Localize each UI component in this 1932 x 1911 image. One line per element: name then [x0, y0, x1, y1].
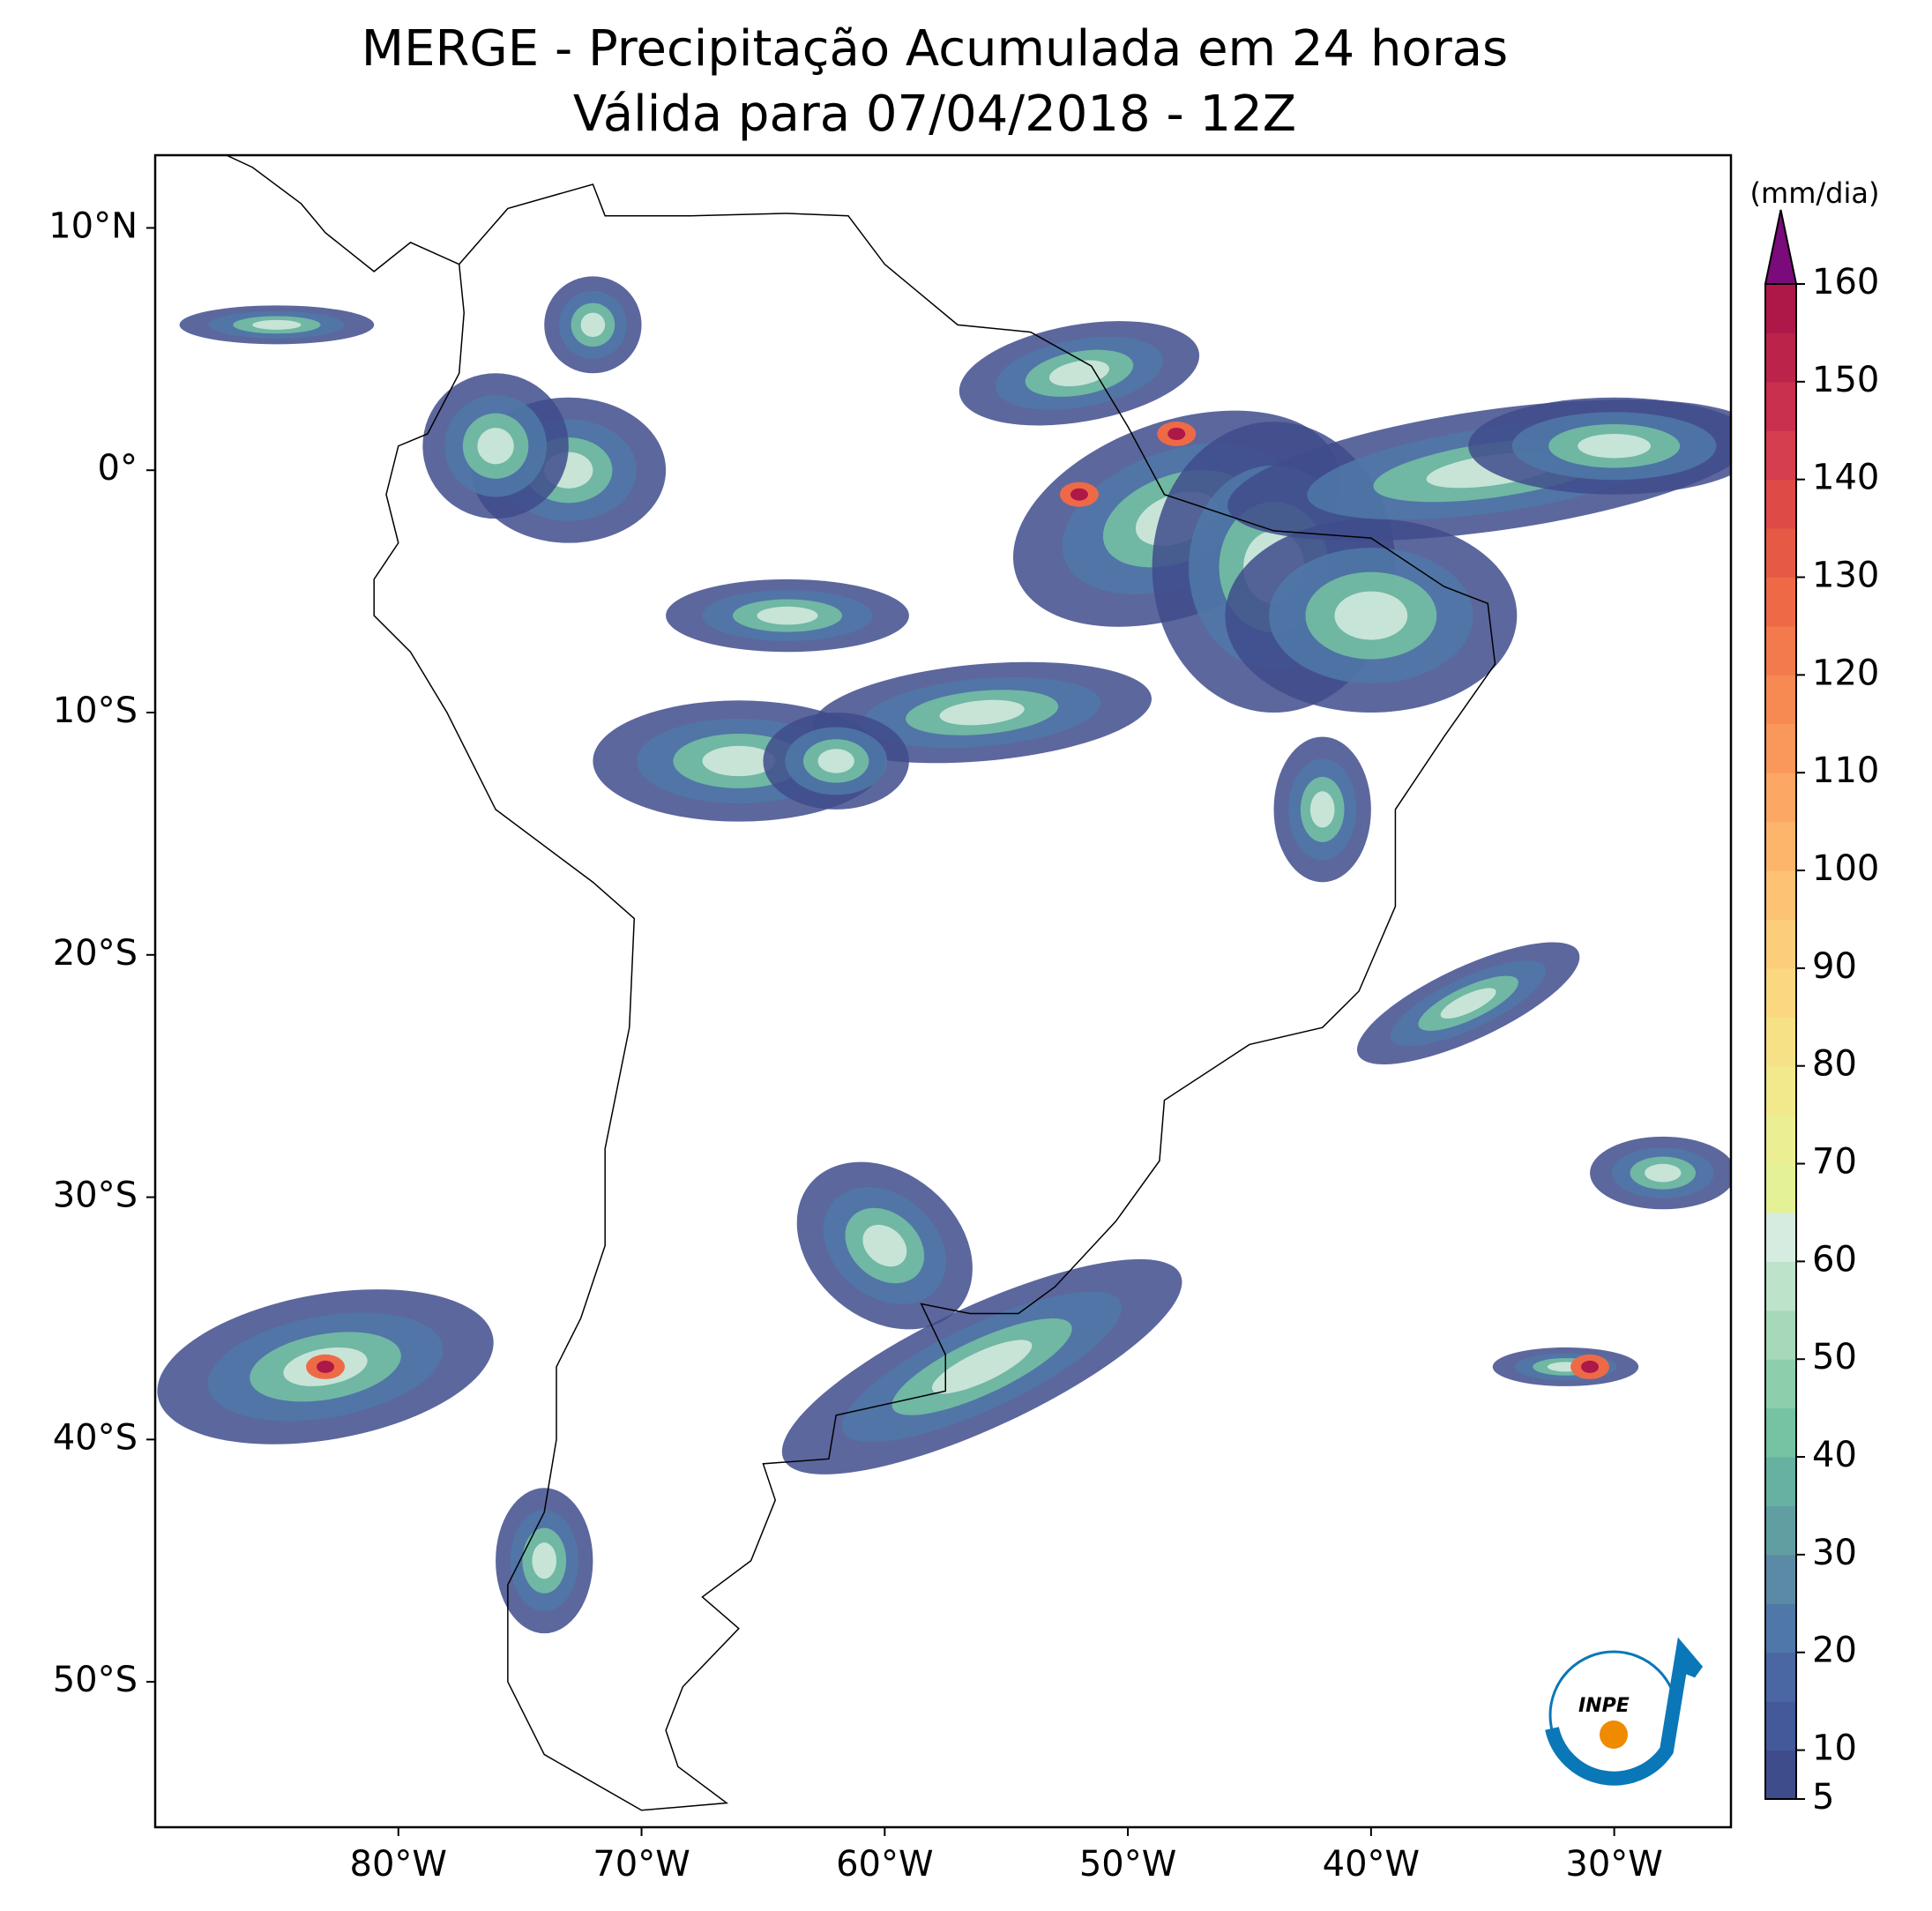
colorbar-band [1765, 1163, 1796, 1213]
colorbar-tick-label: 70 [1812, 1142, 1857, 1183]
colorbar-band [1765, 773, 1796, 823]
map-layer [157, 155, 1731, 1811]
colorbar-band [1765, 577, 1796, 627]
colorbar-tick-label: 80 [1812, 1044, 1857, 1085]
colorbar-band [1765, 675, 1796, 725]
colorbar-band [1765, 1457, 1796, 1506]
colorbar: 5 10 20 30 40 50 60 70 80 90 100 110 120 130 140 150 160 [1764, 209, 1879, 1818]
colorbar-band [1765, 1750, 1796, 1800]
x-tick-label: 50°W [1079, 1844, 1176, 1885]
precip-area [477, 428, 514, 465]
coastline [224, 155, 460, 272]
colorbar-band [1765, 1652, 1796, 1702]
colorbar-band [1765, 430, 1796, 481]
precip-area [862, 1224, 907, 1267]
colorbar-band [1765, 381, 1796, 431]
map-frame [153, 153, 1733, 1829]
colorbar-band [1765, 919, 1796, 969]
precip-area [817, 749, 854, 773]
precip-area [757, 606, 818, 625]
colorbar-tick-label: 20 [1812, 1631, 1857, 1671]
x-tick-label: 60°W [836, 1844, 933, 1885]
y-tick-label: 50°S [53, 1660, 138, 1700]
colorbar-band [1765, 1407, 1796, 1458]
colorbar-band [1765, 479, 1796, 529]
coastline [373, 183, 1496, 1811]
x-tick-label: 80°W [350, 1844, 447, 1885]
colorbar-band [1765, 332, 1796, 383]
y-tick-label: 0° [98, 448, 138, 489]
precip-area [1440, 988, 1496, 1019]
subtitle: Válida para 07/04/2018 - 12Z [573, 86, 1296, 143]
precip-area [532, 1542, 557, 1579]
precip-area [1645, 1163, 1682, 1183]
colorbar-extend [1764, 209, 1798, 285]
colorbar-tick-label: 10 [1812, 1728, 1857, 1769]
colorbar-band [1765, 1505, 1796, 1556]
y-tick-label: 40°S [53, 1417, 138, 1458]
colorbar-tick-label: 60 [1812, 1239, 1857, 1280]
precip-area [931, 1340, 1033, 1394]
colorbar-band [1765, 1261, 1796, 1311]
precip-core [1581, 1360, 1600, 1373]
colorbar-tick-label: 30 [1812, 1533, 1857, 1573]
logo: INPE [1545, 1637, 1704, 1786]
colorbar-band [1765, 284, 1796, 333]
colorbar-frame [1764, 283, 1797, 1800]
colorbar-band [1765, 1065, 1796, 1116]
colorbar-tick-label: 5 [1812, 1777, 1834, 1818]
y-tick-label: 30°S [53, 1176, 138, 1216]
colorbar-tick-label: 150 [1812, 360, 1879, 400]
precip-core [317, 1360, 335, 1373]
colorbar-tick-label: 50 [1812, 1337, 1857, 1377]
precip-area [1048, 360, 1109, 387]
precip-area [702, 745, 776, 777]
precip-area [1334, 591, 1408, 640]
precip-area [1578, 434, 1651, 459]
colorbar-band [1765, 1554, 1796, 1604]
precip-area [252, 319, 302, 330]
colorbar-tick-label: 130 [1812, 556, 1879, 596]
colorbar-band [1765, 1115, 1796, 1165]
logo-dot [1600, 1721, 1628, 1749]
x-tick-label: 30°W [1565, 1844, 1662, 1885]
y-tick-label: 10°S [53, 690, 138, 731]
x-tick-label: 70°W [593, 1844, 690, 1885]
colorbar-band [1765, 625, 1796, 676]
colorbar-band [1765, 1310, 1796, 1360]
logo-text: INPE [1578, 1695, 1630, 1717]
colorbar-band [1765, 870, 1796, 920]
title: MERGE - Precipitação Acumulada em 24 hor… [362, 20, 1508, 78]
precip-area [580, 312, 606, 338]
precip-core [1070, 488, 1088, 501]
y-tick-label: 20°S [53, 933, 138, 974]
precip-area [939, 699, 1025, 726]
colorbar-tick-label: 110 [1812, 750, 1879, 791]
colorbar-band [1765, 723, 1796, 773]
colorbar-band [1765, 528, 1796, 579]
colorbar-tick-label: 40 [1812, 1435, 1857, 1475]
colorbar-band [1765, 967, 1796, 1018]
x-tick-label: 40°W [1323, 1844, 1420, 1885]
colorbar-tick-label: 160 [1812, 262, 1879, 302]
colorbar-band [1765, 1359, 1796, 1409]
colorbar-band [1765, 1603, 1796, 1653]
colorbar-unit: (mm/dia) [1750, 176, 1880, 210]
colorbar-band [1765, 1212, 1796, 1262]
y-tick-label: 10°N [48, 205, 138, 246]
logo-arrow [1545, 1637, 1704, 1786]
colorbar-tick-label: 100 [1812, 848, 1879, 889]
map [157, 155, 1731, 1811]
precip-core [1167, 428, 1186, 440]
colorbar-band [1765, 1701, 1796, 1751]
colorbar-tick-label: 140 [1812, 458, 1879, 498]
colorbar-tick-label: 90 [1812, 946, 1857, 987]
colorbar-tick-label: 120 [1812, 653, 1879, 693]
precip-area [1309, 791, 1335, 828]
colorbar-band [1765, 821, 1796, 871]
colorbar-band [1765, 1017, 1796, 1067]
